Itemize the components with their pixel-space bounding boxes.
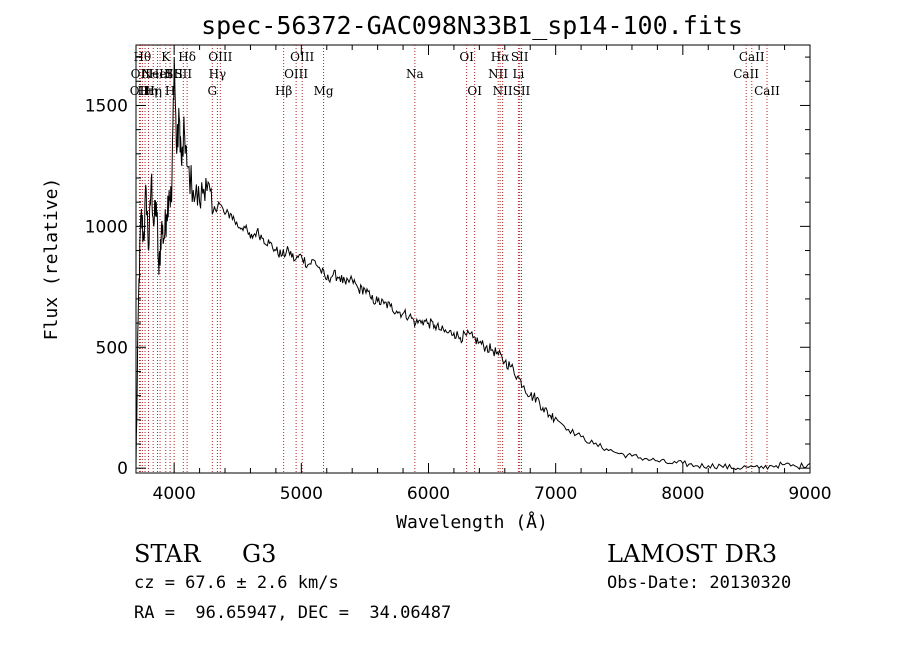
line-label: OIII — [208, 50, 232, 64]
y-tick-label: 0 — [117, 459, 128, 479]
spectral-line-markers — [138, 45, 768, 473]
object-subclass: G3 — [242, 540, 277, 568]
line-label: CaII — [739, 50, 765, 64]
line-label: Hα — [491, 50, 510, 64]
line-label: Na — [406, 67, 424, 81]
chart-title: spec-56372-GAC098N33B1_sp14-100.fits — [201, 11, 743, 40]
spectrum-line — [135, 57, 811, 471]
line-label: Mg — [314, 84, 334, 98]
x-tick-label: 5000 — [280, 484, 323, 504]
y-tick-label: 1000 — [85, 217, 128, 237]
line-label: Li — [512, 67, 524, 81]
x-tick-label: 9000 — [788, 484, 831, 504]
plot-frame — [135, 44, 811, 474]
line-label: NII — [493, 84, 513, 98]
redshift-velocity: cz = 67.6 ± 2.6 km/s — [134, 573, 339, 593]
line-label: OI — [459, 50, 474, 64]
line-label: Hη — [140, 84, 158, 98]
line-label: SII — [513, 84, 531, 98]
line-label: OI — [467, 84, 482, 98]
x-axis-ticks: 4000 5000 6000 7000 8000 9000 — [153, 45, 832, 504]
y-axis-ticks: 0 500 1000 1500 — [85, 56, 810, 479]
y-axis-label: Flux (relative) — [41, 178, 62, 341]
line-label: Hβ — [275, 84, 292, 98]
line-label: H — [165, 84, 175, 98]
line-label: OII — [130, 84, 150, 98]
x-tick-label: 7000 — [534, 484, 577, 504]
observation-date: Obs-Date: 20130320 — [607, 573, 792, 593]
line-label: Hι — [137, 84, 152, 98]
line-label: SII — [174, 67, 192, 81]
survey-name: LAMOST DR3 — [607, 540, 778, 568]
line-label: NII — [488, 67, 508, 81]
line-label: Hδ — [178, 50, 196, 64]
line-label: Hθ — [134, 50, 152, 64]
x-axis-label: Wavelength (Å) — [396, 511, 548, 533]
x-tick-label: 8000 — [661, 484, 704, 504]
line-label: OII — [131, 67, 151, 81]
line-label: CaII — [733, 67, 759, 81]
line-label: NeIII — [142, 67, 174, 81]
line-label: Hη — [144, 84, 162, 98]
line-label: G — [208, 84, 218, 98]
object-class: STAR — [134, 540, 201, 568]
y-tick-label: 500 — [96, 338, 128, 358]
line-label: HeI — [149, 67, 172, 81]
x-tick-label: 4000 — [153, 484, 196, 504]
x-tick-label: 6000 — [407, 484, 450, 504]
line-label: OIII — [290, 50, 314, 64]
line-label: Hγ — [209, 67, 227, 81]
line-label: K — [161, 50, 171, 64]
line-label: OIII — [284, 67, 308, 81]
line-label: CaII — [754, 84, 780, 98]
sky-coordinates: RA = 96.65947, DEC = 34.06487 — [134, 603, 452, 623]
y-tick-label: 1500 — [85, 96, 128, 116]
line-label: SII — [511, 50, 529, 64]
